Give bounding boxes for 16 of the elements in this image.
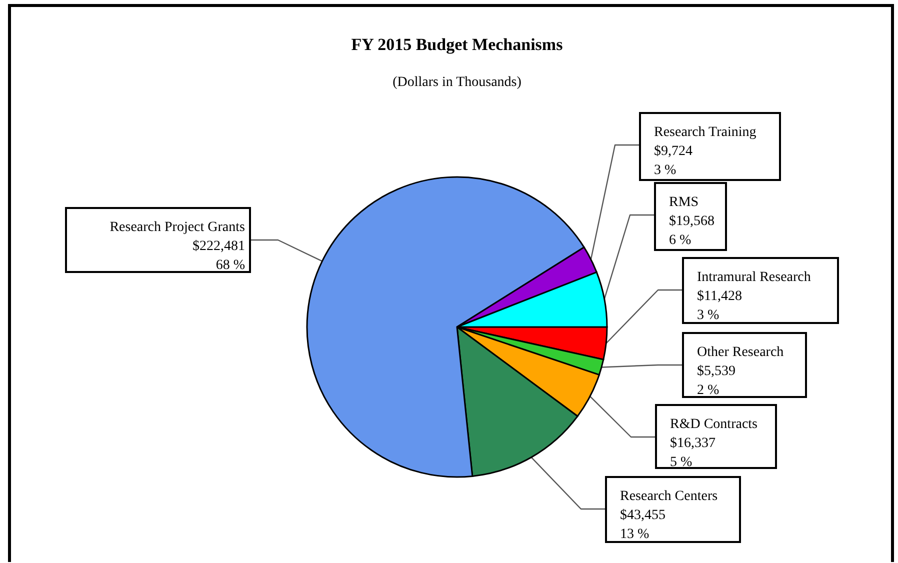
chart-title: FY 2015 Budget Mechanisms [351,35,564,54]
data-label: $16,337 5 % [670,436,716,470]
data-label: $11,428 3 % [697,289,742,323]
slice-label: Other Research [697,345,784,360]
slice-label: Research Project Grants [110,220,245,235]
slice-label: Intramural Research [697,270,811,285]
data-label: $5,539 2 % [697,364,736,398]
data-label: $9,724 3 % [654,144,692,178]
chart-subtitle: (Dollars in Thousands) [392,75,522,90]
slice-label: Research Training [654,125,756,140]
slice-label: Research Centers [620,489,718,504]
data-label: $43,455 13 % [620,508,666,542]
slice-label: RMS [669,195,699,210]
data-label: $222,481 68 % [192,239,246,273]
slice-label: R&D Contracts [670,417,758,432]
data-label: $19,568 6 % [669,214,714,248]
